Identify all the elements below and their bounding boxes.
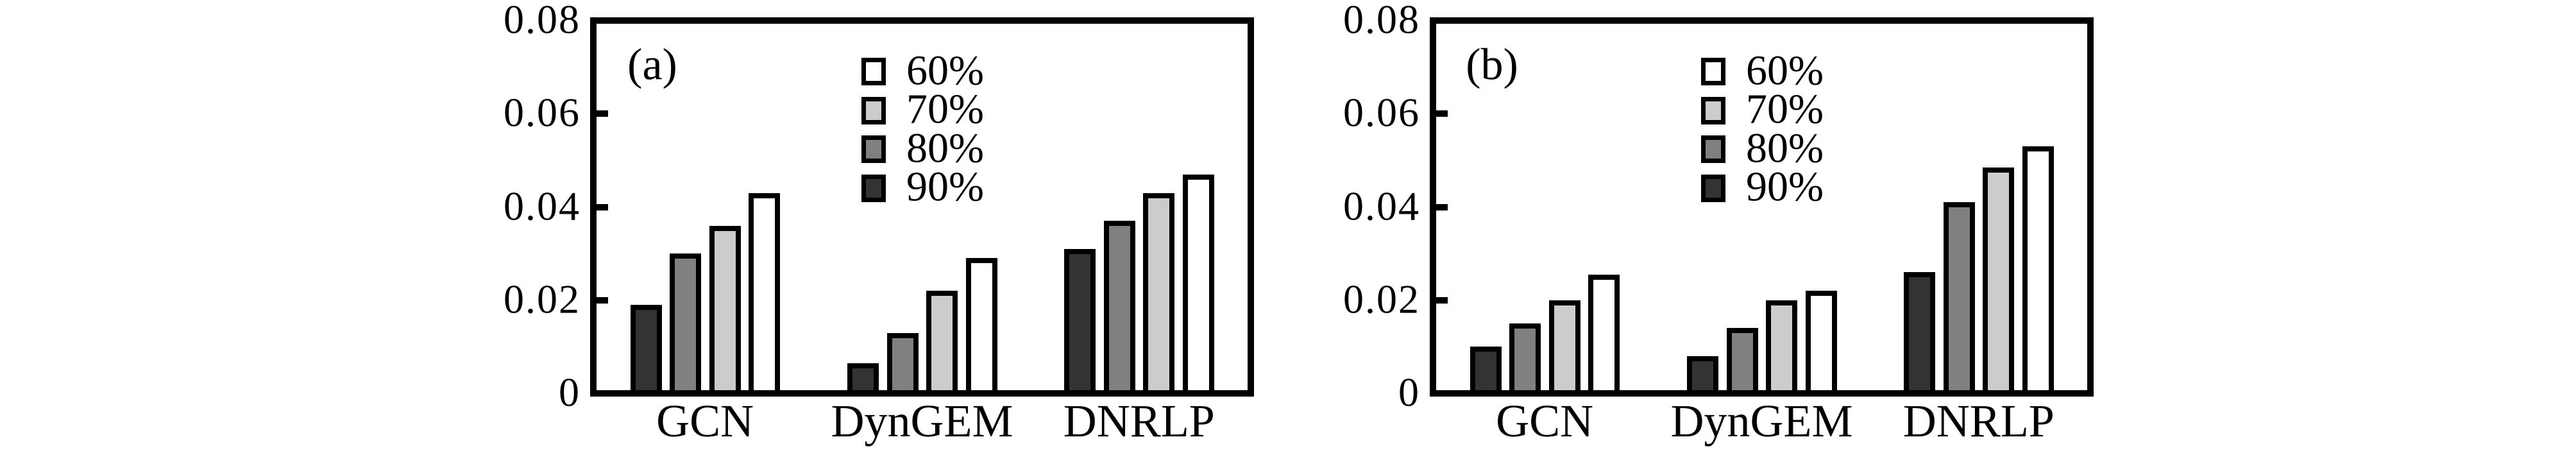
x-category-label-DNRLP: DNRLP	[1902, 395, 2055, 447]
y-tick-label: 0.06	[1343, 89, 1420, 135]
bar-GCN-70%	[709, 225, 741, 395]
bar-DNRLP-80%	[1943, 202, 1975, 395]
y-tick-label: 0.08	[1343, 0, 1420, 42]
legend-swatch-80%	[1701, 135, 1725, 163]
y-axis-tick	[1436, 203, 1448, 210]
legend-swatch-90%	[861, 174, 886, 202]
bar-DynGEM-70%	[1766, 300, 1797, 395]
bar-DynGEM-70%	[926, 291, 958, 395]
legend-swatch-90%	[1701, 174, 1725, 202]
legend-swatch-70%	[1701, 96, 1725, 124]
y-axis-tick	[1436, 296, 1448, 304]
plot-frame	[1430, 17, 2094, 397]
bar-DNRLP-80%	[1103, 221, 1135, 395]
legend-label-70%: 70%	[906, 85, 984, 133]
legend-swatch-60%	[861, 58, 886, 85]
bar-GCN-60%	[749, 193, 781, 395]
x-category-label-DNRLP: DNRLP	[1063, 395, 1215, 447]
y-tick-label: 0	[559, 369, 580, 415]
legend-swatch-80%	[861, 135, 886, 163]
y-tick-label: 0.04	[1343, 183, 1420, 229]
legend-label-90%: 90%	[1746, 163, 1824, 210]
y-tick-label: 0.08	[504, 0, 580, 42]
plot-frame	[590, 17, 1254, 397]
y-tick-label: 0	[1398, 369, 1420, 415]
legend-label-60%: 60%	[906, 47, 984, 94]
legend-swatch-70%	[861, 96, 886, 124]
x-category-label-GCN: GCN	[656, 395, 754, 447]
y-tick-label: 0.02	[1343, 276, 1420, 322]
bar-GCN-90%	[630, 305, 662, 395]
legend-label-80%: 80%	[1746, 124, 1824, 172]
x-category-label-GCN: GCN	[1496, 395, 1594, 447]
x-category-label-DynGEM: DynGEM	[831, 395, 1013, 447]
y-tick-label: 0.02	[504, 276, 580, 322]
legend-label-70%: 70%	[1746, 85, 1824, 133]
x-category-label-DynGEM: DynGEM	[1670, 395, 1853, 447]
bar-GCN-80%	[670, 253, 702, 395]
y-tick-label: 0.06	[504, 89, 580, 135]
y-axis-tick	[597, 203, 608, 210]
legend-label-60%: 60%	[1746, 47, 1824, 94]
legend-label-80%: 80%	[906, 124, 984, 172]
y-axis-tick	[1436, 110, 1448, 117]
panel-label: (a)	[627, 40, 677, 90]
bar-DNRLP-60%	[1182, 174, 1214, 395]
y-axis-tick	[597, 110, 608, 117]
bar-DNRLP-70%	[1983, 167, 2015, 395]
legend-swatch-60%	[1701, 58, 1725, 85]
bar-GCN-60%	[1588, 274, 1620, 395]
bar-DynGEM-60%	[1805, 291, 1837, 395]
bar-DynGEM-60%	[965, 258, 997, 395]
bar-DNRLP-70%	[1143, 193, 1175, 395]
panel-label: (b)	[1466, 40, 1518, 90]
bar-GCN-80%	[1509, 323, 1541, 395]
y-axis-tick	[597, 296, 608, 304]
y-tick-label: 0.04	[504, 183, 580, 229]
bar-DNRLP-60%	[2022, 146, 2054, 395]
legend-label-90%: 90%	[906, 163, 984, 210]
